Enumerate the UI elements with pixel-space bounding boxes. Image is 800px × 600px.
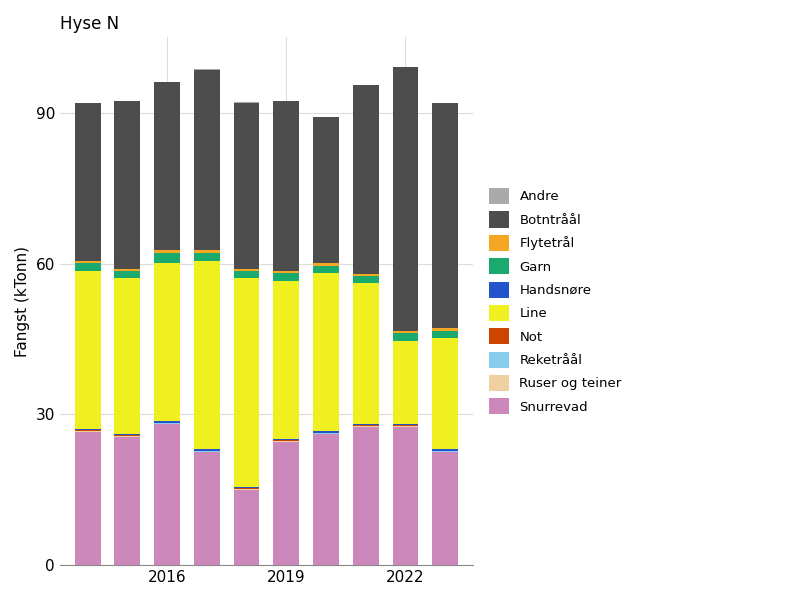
Bar [274, 273, 299, 281]
Bar [274, 442, 299, 565]
Bar [154, 421, 180, 423]
Bar [234, 269, 259, 271]
Bar [234, 103, 259, 269]
Bar [432, 449, 458, 451]
Bar [353, 275, 378, 283]
Bar [274, 439, 299, 440]
Bar [154, 253, 180, 263]
Bar [114, 434, 140, 436]
Bar [74, 263, 101, 271]
Bar [313, 266, 339, 273]
Bar [432, 338, 458, 449]
Bar [313, 434, 339, 565]
Bar [353, 424, 378, 425]
Bar [154, 250, 180, 253]
Bar [393, 427, 418, 565]
Bar [234, 278, 259, 487]
Bar [274, 101, 299, 271]
Bar [393, 341, 418, 424]
Bar [194, 449, 220, 451]
Y-axis label: Fangst (kTonn): Fangst (kTonn) [15, 246, 30, 357]
Bar [353, 283, 378, 424]
Bar [194, 253, 220, 260]
Bar [313, 117, 339, 263]
Bar [114, 269, 140, 271]
Text: Hyse N: Hyse N [60, 15, 119, 33]
Bar [234, 487, 259, 488]
Bar [74, 432, 101, 565]
Bar [234, 271, 259, 278]
Bar [274, 271, 299, 273]
Bar [274, 281, 299, 439]
Bar [74, 261, 101, 263]
Bar [353, 274, 378, 275]
Bar [74, 271, 101, 429]
Bar [154, 424, 180, 565]
Bar [194, 260, 220, 449]
Bar [194, 70, 220, 250]
Bar [432, 328, 458, 331]
Bar [432, 331, 458, 338]
Bar [74, 103, 101, 261]
Bar [234, 490, 259, 565]
Bar [74, 429, 101, 430]
Bar [194, 452, 220, 565]
Bar [432, 103, 458, 328]
Bar [313, 431, 339, 433]
Bar [114, 271, 140, 278]
Bar [154, 82, 180, 250]
Bar [114, 437, 140, 565]
Bar [313, 273, 339, 431]
Bar [353, 427, 378, 565]
Legend: Andre, Botntråål, Flytetrål, Garn, Handsnøre, Line, Not, Reketråål, Ruser og tei: Andre, Botntråål, Flytetrål, Garn, Hands… [484, 183, 627, 419]
Bar [393, 334, 418, 341]
Bar [114, 101, 140, 269]
Bar [114, 278, 140, 434]
Bar [393, 331, 418, 334]
Bar [432, 452, 458, 565]
Bar [353, 85, 378, 274]
Bar [393, 424, 418, 425]
Bar [313, 263, 339, 266]
Bar [194, 250, 220, 253]
Bar [393, 67, 418, 331]
Bar [154, 263, 180, 421]
